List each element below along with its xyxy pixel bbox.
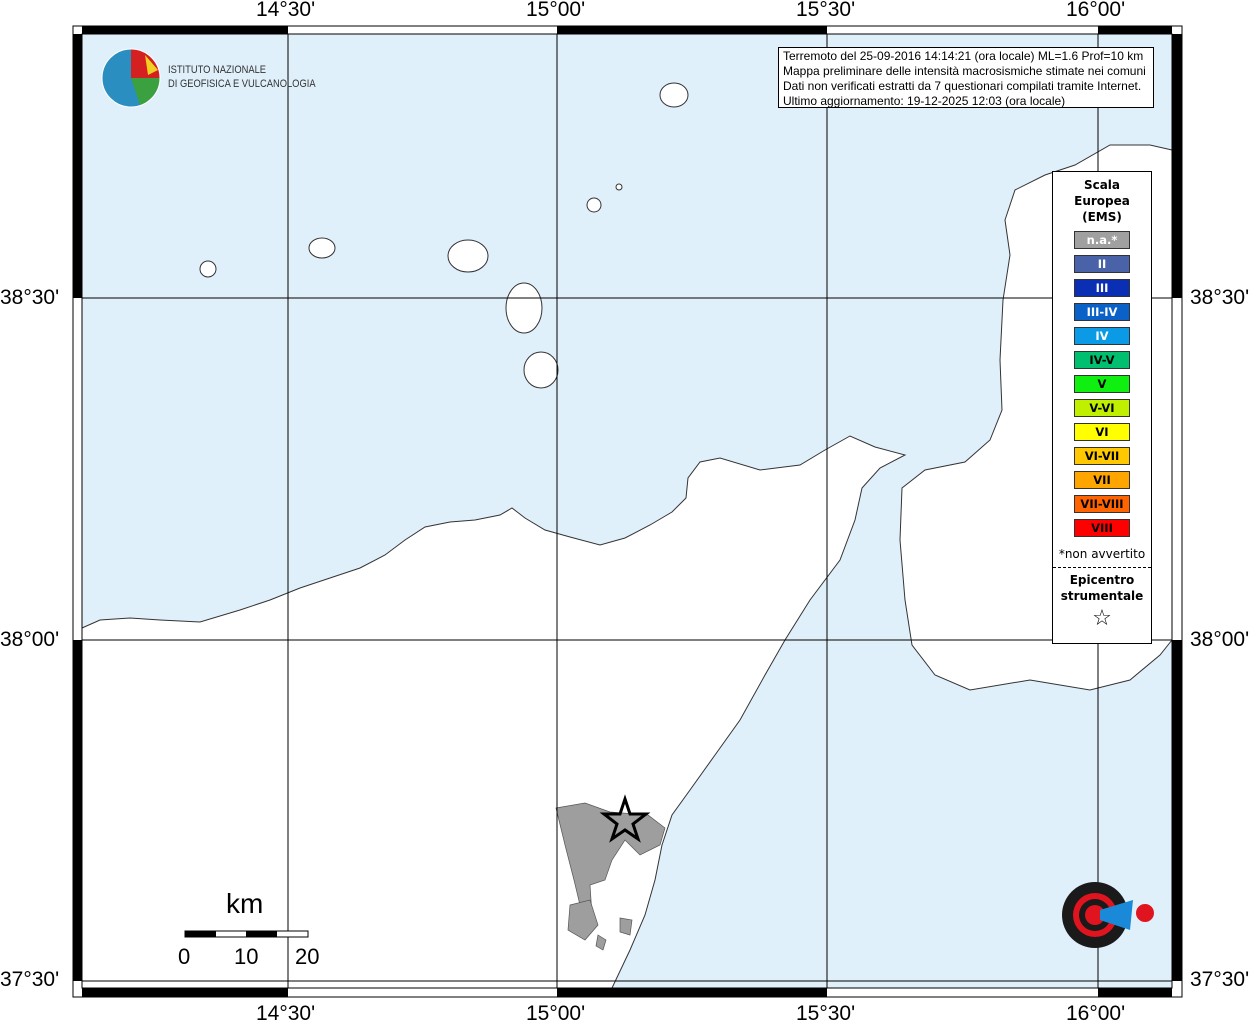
legend-divider: [1053, 567, 1151, 568]
lon-tick-top: 16°00': [1066, 0, 1126, 21]
ingv-logo-text: ISTITUTO NAZIONALE DI GEOFISICA E VULCAN…: [168, 63, 316, 91]
scale-label: 10: [234, 944, 259, 969]
lon-tick-top: 14°30': [256, 0, 316, 21]
legend-item: VI: [1074, 423, 1130, 441]
event-info-line: Ultimo aggiornamento: 19-12-2025 12:03 (…: [783, 94, 1066, 108]
haisentito-logo-icon: [1062, 882, 1154, 948]
lat-tick-left: 38°00': [0, 628, 60, 651]
lon-tick-bottom: 16°00': [1066, 1002, 1126, 1025]
map-frame: [72, 25, 1183, 998]
lon-tick-bottom: 14°30': [256, 1002, 316, 1025]
lon-tick-bottom: 15°30': [796, 1002, 856, 1025]
legend-item: VII-VIII: [1074, 495, 1130, 513]
lon-tick-top: 15°30': [796, 0, 856, 21]
legend-title: Scala Europea (EMS): [1074, 178, 1130, 224]
legend-item: VIII: [1074, 519, 1130, 537]
legend-item: IV-V: [1074, 351, 1130, 369]
lon-tick-top: 15°00': [526, 0, 586, 21]
legend-item: V: [1074, 375, 1130, 393]
epicenter-star-icon: [599, 794, 651, 843]
legend-item: IV: [1074, 327, 1130, 345]
legend-note: *non avvertito: [1058, 547, 1146, 561]
felt-comuni: [555, 802, 666, 951]
legend-item: III: [1074, 279, 1130, 297]
ingv-name-line2: DI GEOFISICA E VULCANOLOGIA: [168, 78, 316, 90]
ems-legend: Scala Europea (EMS) n.a.* II III III-IV IV IV…: [1052, 171, 1152, 644]
legend-epicenter-label: Epicentro strumentale: [1060, 573, 1144, 603]
scale-bar: [184, 930, 309, 938]
lat-tick-right: 38°30': [1190, 286, 1250, 309]
legend-item: n.a.*: [1074, 231, 1130, 249]
event-info-box: Terremoto del 25-09-2016 14:14:21 (ora l…: [778, 47, 1154, 108]
scale-unit: km: [226, 888, 264, 919]
event-info-line: Terremoto del 25-09-2016 14:14:21 (ora l…: [783, 49, 1144, 63]
lon-tick-bottom: 15°00': [526, 1002, 586, 1025]
lat-tick-left: 38°30': [0, 286, 60, 309]
ingv-logo-icon: [101, 48, 161, 108]
aeolian-islands: [199, 82, 689, 389]
ingv-name-line1: ISTITUTO NAZIONALE: [168, 64, 267, 76]
lat-tick-right: 37°30': [1190, 968, 1250, 991]
lat-tick-left: 37°30': [0, 968, 60, 991]
legend-item: VII: [1074, 471, 1130, 489]
event-info-line: Dati non verificati estratti da 7 questi…: [783, 79, 1142, 93]
legend-star-icon: ☆: [1092, 606, 1112, 631]
event-info-line: Mappa preliminare delle intensità macros…: [783, 64, 1146, 78]
lat-tick-right: 38°00': [1190, 628, 1250, 651]
legend-item: III-IV: [1074, 303, 1130, 321]
legend-item: V-VI: [1074, 399, 1130, 417]
legend-item: II: [1074, 255, 1130, 273]
legend-item: VI-VII: [1074, 447, 1130, 465]
scale-label: 20: [295, 944, 320, 969]
scale-label: 0: [178, 944, 191, 969]
